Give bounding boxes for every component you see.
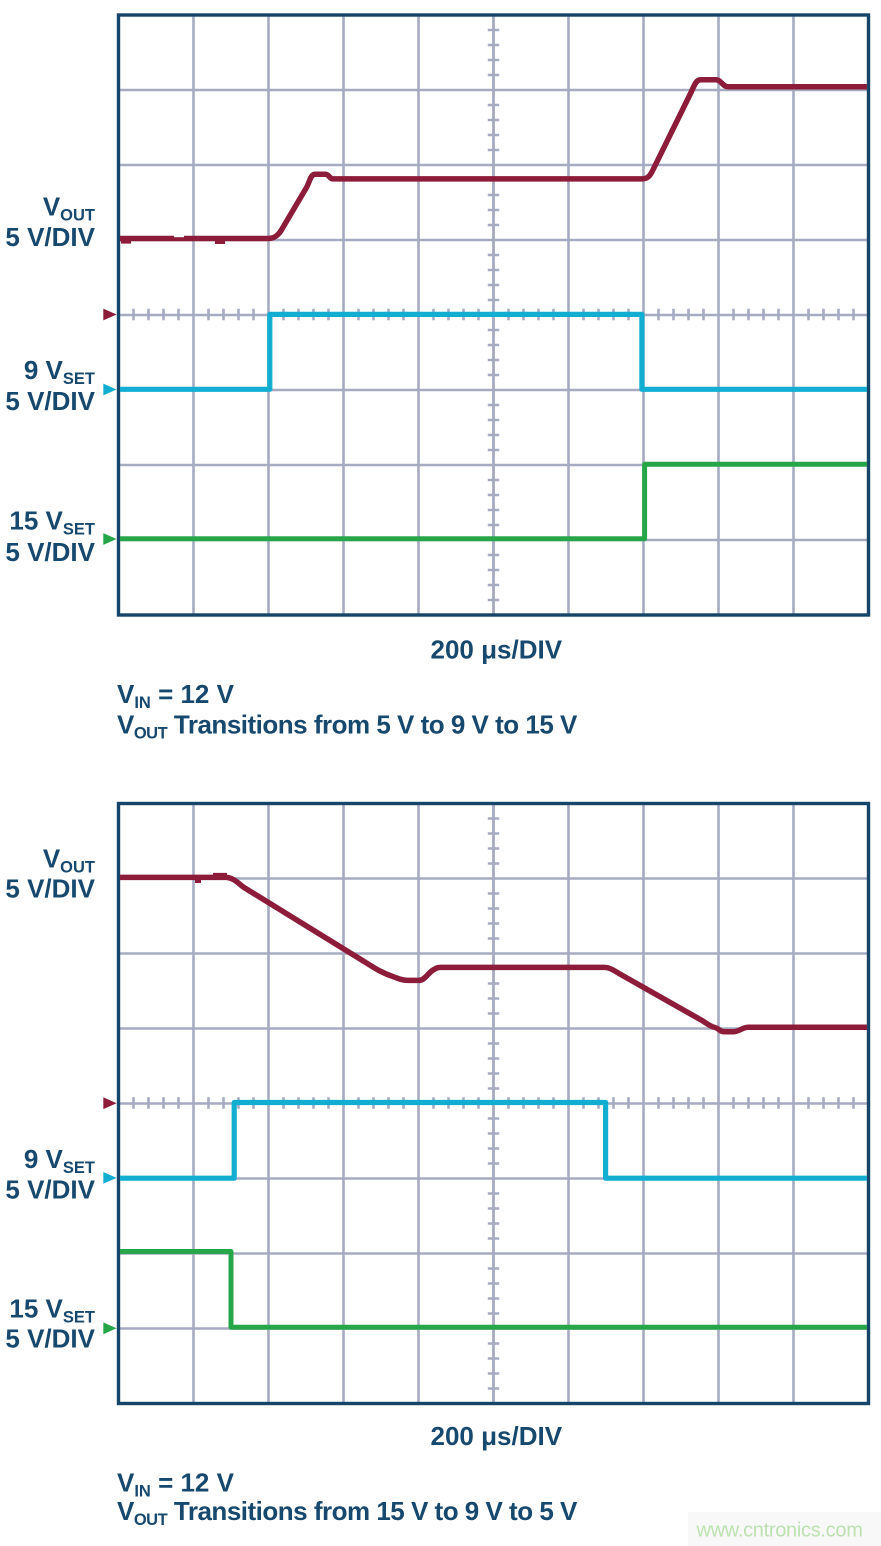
svg-text:VIN = 12 V: VIN = 12 V bbox=[117, 1468, 235, 1501]
svg-text:5 V/DIV: 5 V/DIV bbox=[5, 386, 95, 416]
svg-text:15 VSET: 15 VSET bbox=[9, 1293, 95, 1326]
svg-text:5 V/DIV: 5 V/DIV bbox=[5, 537, 95, 567]
svg-text:5 V/DIV: 5 V/DIV bbox=[5, 1174, 95, 1204]
svg-text:5 V/DIV: 5 V/DIV bbox=[5, 222, 95, 252]
svg-text:www.cntronics.com: www.cntronics.com bbox=[696, 1519, 863, 1541]
svg-text:VOUT Transitions from 5 V to 9: VOUT Transitions from 5 V to 9 V to 15 V bbox=[117, 710, 578, 743]
svg-text:200 μs/DIV: 200 μs/DIV bbox=[431, 635, 563, 665]
svg-text:5 V/DIV: 5 V/DIV bbox=[5, 874, 95, 904]
svg-text:200 μs/DIV: 200 μs/DIV bbox=[431, 1421, 563, 1451]
svg-text:VOUT Transitions from 15 V to: VOUT Transitions from 15 V to 9 V to 5 V bbox=[117, 1496, 578, 1529]
svg-text:VIN = 12 V: VIN = 12 V bbox=[117, 679, 235, 712]
svg-text:5 V/DIV: 5 V/DIV bbox=[5, 1324, 95, 1354]
